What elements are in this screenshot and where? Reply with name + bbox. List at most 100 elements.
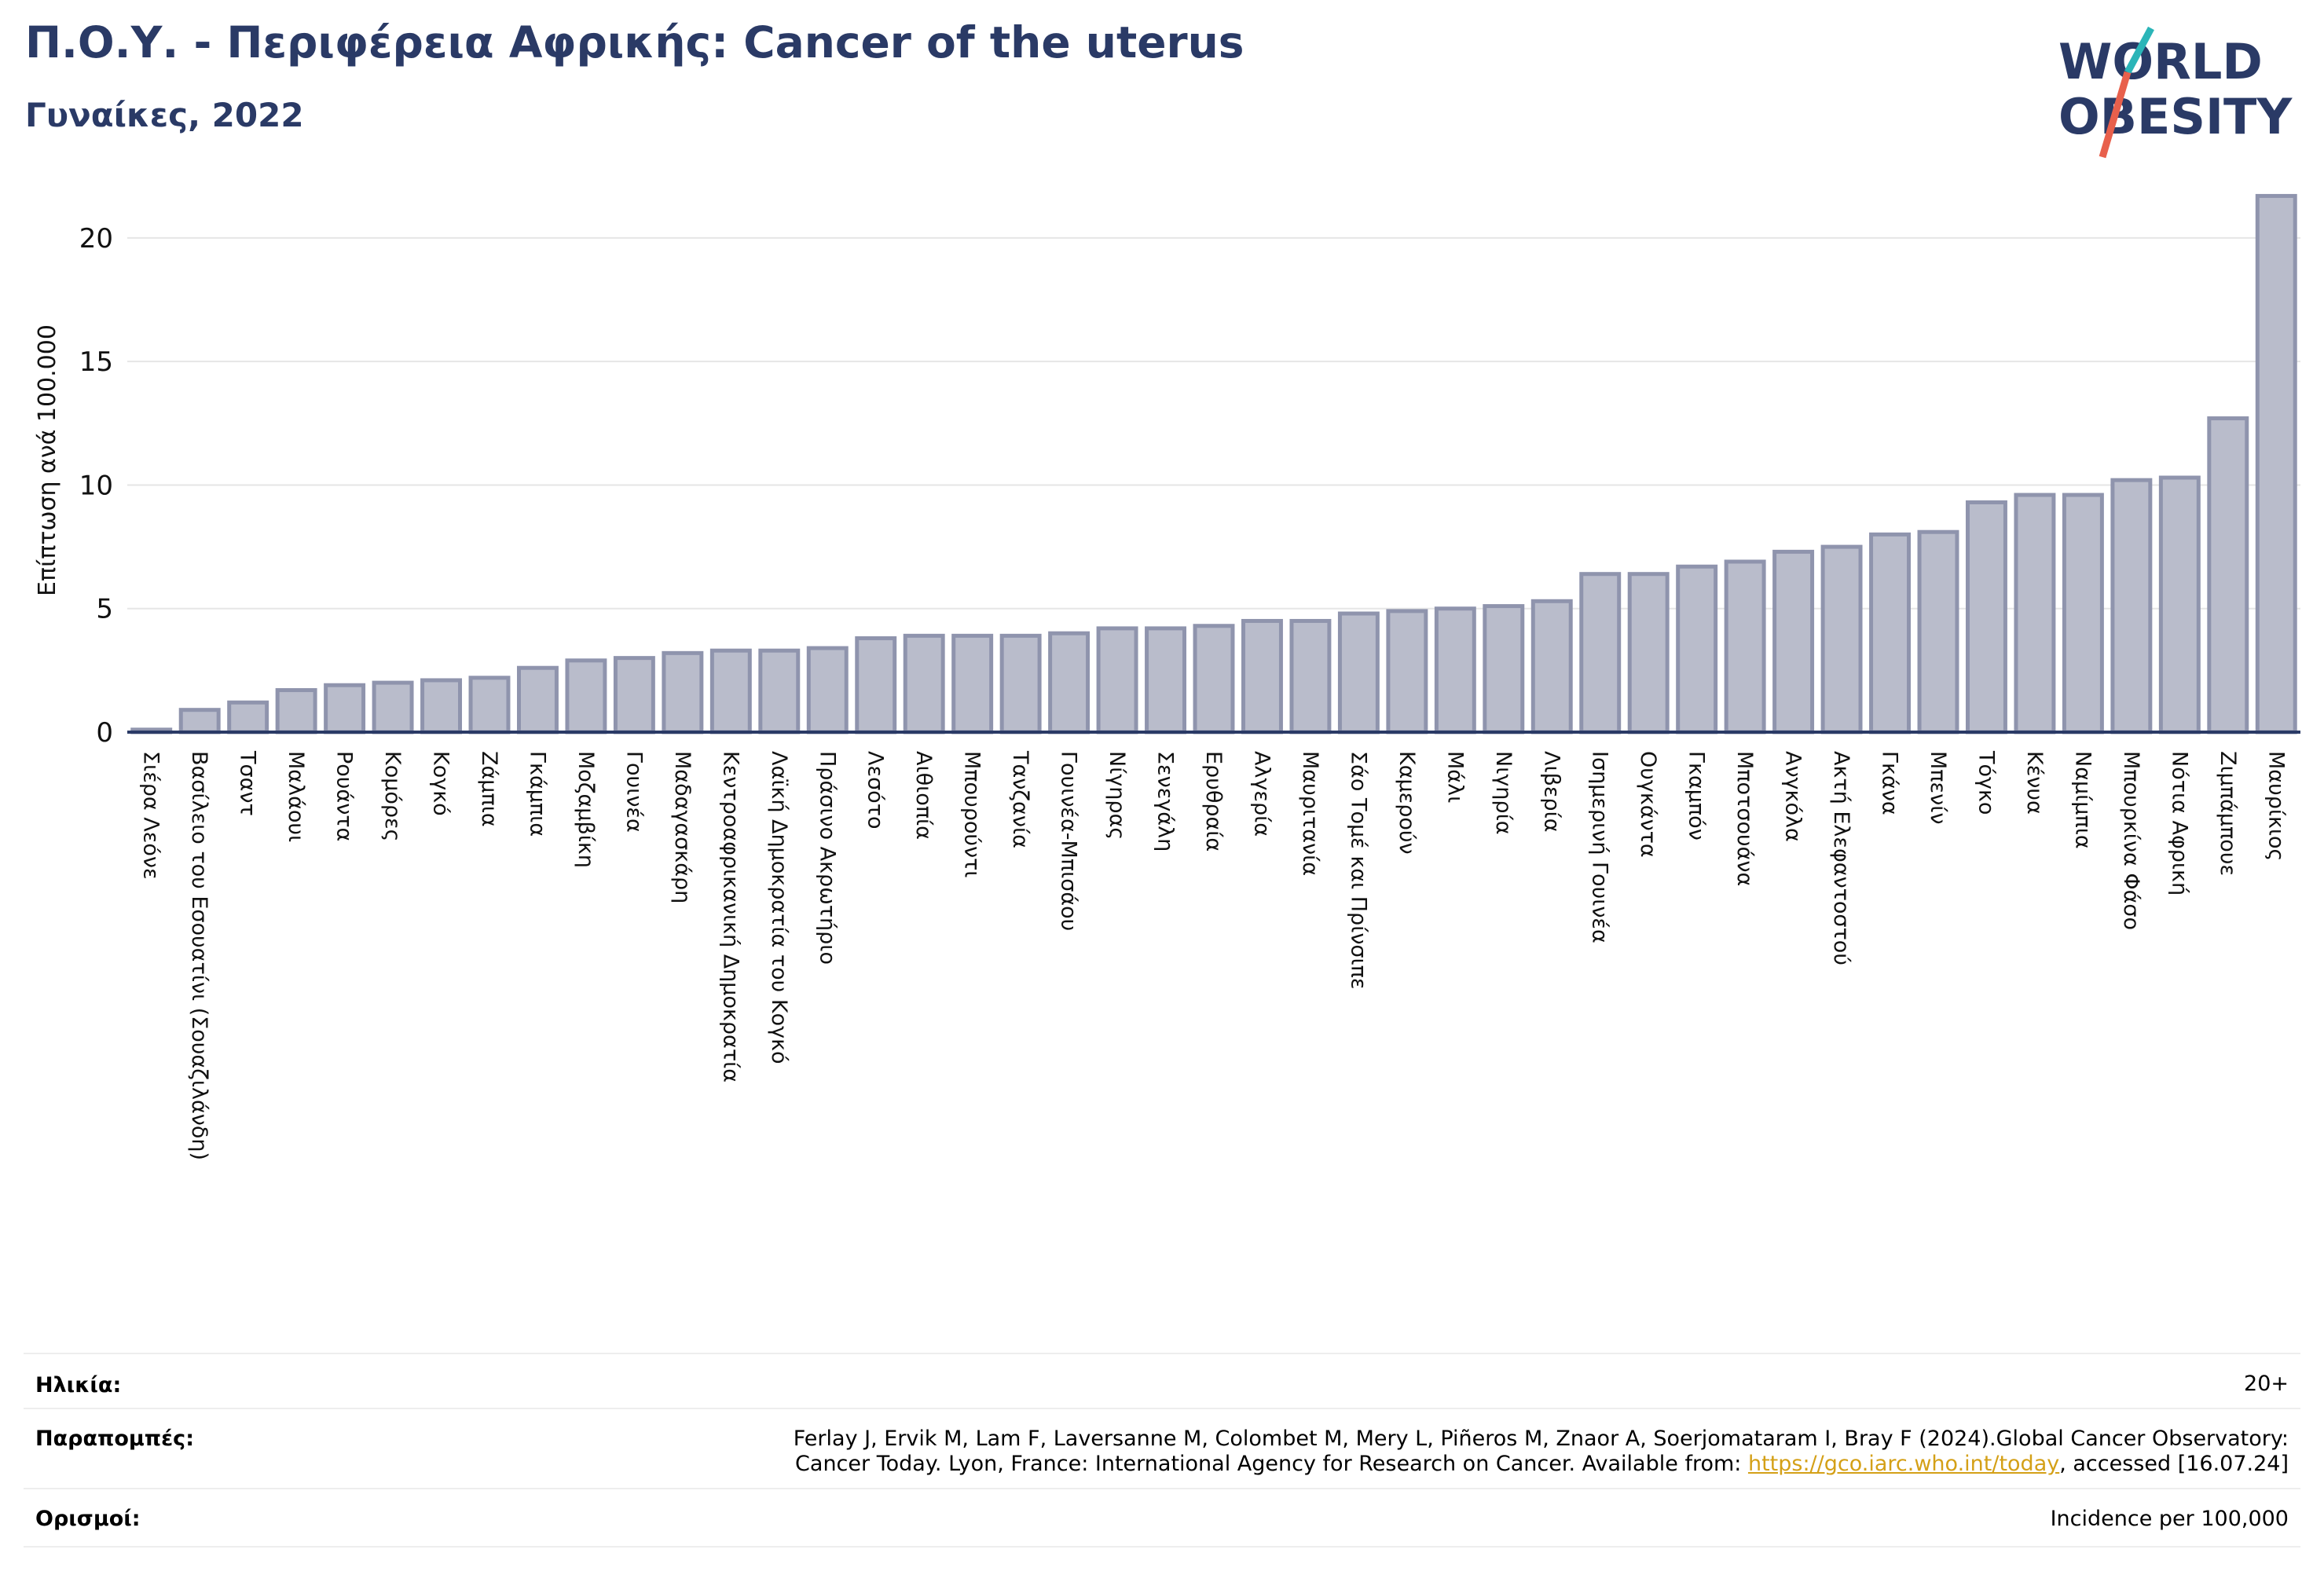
bar — [468, 676, 511, 734]
bar — [2110, 478, 2153, 734]
bar — [2014, 493, 2056, 734]
bar — [178, 708, 221, 734]
x-tick-label: Αιθιοπία — [911, 751, 936, 840]
bar — [227, 700, 269, 734]
bar — [1724, 559, 1766, 734]
bar — [1289, 618, 1332, 734]
bar — [662, 650, 704, 734]
bar — [999, 633, 1042, 734]
bar — [1676, 564, 1718, 734]
bar — [709, 648, 752, 734]
references-link[interactable]: https://gco.iarc.who.int/today — [1747, 1452, 2060, 1476]
x-tick-label: Γουινέα-Μπισάου — [1057, 751, 1081, 931]
bar — [855, 635, 897, 734]
x-tick-label: Μάλι — [1442, 751, 1467, 803]
y-tick-label: 20 — [79, 223, 113, 255]
x-tick-label: Νιγηρία — [1491, 751, 1516, 835]
y-tick-label: 0 — [96, 717, 113, 749]
x-tick-label: Σενεγάλη — [1153, 751, 1178, 852]
x-tick-label: Λαϊκή Δημοκρατία του Κογκό — [767, 751, 791, 1064]
x-tick-label: Κένυα — [2022, 751, 2047, 815]
bar — [1965, 500, 2007, 734]
x-tick-label: Μαλάουι — [284, 751, 308, 842]
x-tick-label: Ακτή Ελεφαντοστού — [1829, 751, 1853, 965]
x-tick-label: Σάο Τομέ και Πρίνσιπε — [1346, 751, 1370, 990]
x-tick-label: Νότια Αφρική — [2167, 751, 2191, 896]
x-tick-label: Αλγερία — [1249, 751, 1274, 837]
bar — [1096, 626, 1138, 734]
x-tick-label: Μποτσουάνα — [1732, 751, 1757, 886]
bar — [1048, 631, 1091, 734]
bar — [1627, 572, 1670, 734]
bar — [1241, 618, 1283, 734]
age-value: 20+ — [2244, 1372, 2289, 1396]
y-tick-label: 15 — [79, 346, 113, 378]
bar — [1917, 529, 1959, 734]
bar — [758, 648, 801, 734]
bar — [420, 678, 463, 734]
logo-slash-teal — [2124, 26, 2154, 75]
bar — [903, 633, 945, 734]
bar — [372, 680, 414, 734]
definitions-row: Ορισμοί: Incidence per 100,000 — [24, 1488, 2300, 1548]
bar — [275, 688, 317, 734]
x-tick-label: Ζάμπια — [477, 751, 501, 827]
bar — [1145, 626, 1187, 734]
bar — [1772, 549, 1815, 734]
x-tick-label: Μαυρίκιος — [2264, 751, 2288, 861]
y-tick-label: 10 — [79, 470, 113, 501]
x-tick-label: Σιέρα Λεόνε — [139, 751, 163, 880]
x-tick-label: Καμερούν — [1395, 751, 1419, 855]
x-tick-label: Βασίλειο του Εσουατίνι (Σουαζιλάνδη) — [187, 751, 211, 1160]
bar — [1869, 532, 1912, 734]
bar — [1386, 609, 1428, 734]
x-tick-label: Ερυθραία — [1201, 751, 1226, 852]
bar — [1579, 572, 1622, 734]
x-tick-label: Πράσινο Ακρωτήριο — [815, 751, 839, 965]
chart-subtitle: Γυναίκες, 2022 — [25, 96, 304, 134]
chart-title: Π.Ο.Υ. - Περιφέρεια Αφρικής: Cancer of t… — [25, 17, 1244, 68]
y-axis-label: Επίπτωση ανά 100.000 — [34, 324, 61, 596]
bar — [613, 656, 655, 734]
bar — [1820, 544, 1863, 734]
x-tick-label: Λεσότο — [863, 751, 888, 829]
bar — [565, 658, 607, 734]
x-tick-label: Κογκό — [429, 751, 453, 816]
x-tick-label: Τανζανία — [1008, 750, 1032, 848]
bar — [2158, 475, 2201, 734]
x-tick-label: Τόγκο — [1974, 750, 1998, 815]
x-tick-label: Κομόρες — [380, 751, 405, 842]
bar — [2062, 493, 2104, 734]
definitions-value: Incidence per 100,000 — [2050, 1507, 2289, 1531]
age-row: Ηλικία: 20+ — [24, 1353, 2300, 1409]
references-line2-post: , accessed [16.07.24] — [2059, 1452, 2289, 1476]
x-tick-label: Γκάμπια — [525, 751, 549, 837]
logo-slash-red — [2099, 71, 2132, 159]
bar — [2255, 193, 2297, 734]
logo-line1: WORLD — [2058, 33, 2263, 90]
x-tick-label: Γκαμπόν — [1684, 751, 1709, 841]
x-tick-label: Γκάνα — [1878, 751, 1902, 815]
bar — [1483, 604, 1525, 734]
bar — [1193, 624, 1235, 734]
x-tick-label: Ρουάντα — [332, 751, 357, 841]
references-row: Παραπομπές: Ferlay J, Ervik M, Lam F, La… — [24, 1408, 2300, 1489]
bar — [516, 665, 559, 734]
bar — [951, 633, 994, 734]
x-tick-label: Ουγκάντα — [1636, 751, 1660, 858]
x-tick-label: Μαυριτανία — [1298, 751, 1322, 876]
references-line2: Cancer Today. Lyon, France: Internationa… — [794, 1452, 2289, 1477]
x-tick-label: Μοζαμβίκη — [574, 751, 598, 868]
x-tick-label: Μπουρκίνα Φάσο — [2119, 751, 2143, 930]
bar — [2207, 416, 2249, 734]
x-tick-label: Γουινέα — [621, 751, 646, 833]
references-line1: Ferlay J, Ervik M, Lam F, Laversanne M, … — [793, 1427, 2289, 1451]
bar — [324, 683, 366, 734]
x-tick-label: Νίγηρας — [1105, 751, 1129, 840]
x-tick-label: Κεντροαφρικανική Δημοκρατία — [718, 751, 742, 1082]
x-tick-label: Ναμίμπια — [2070, 751, 2095, 849]
x-tick-label: Ανγκόλα — [1781, 751, 1805, 842]
x-tick-label: Μαδαγασκάρη — [670, 751, 695, 903]
x-tick-label: Μπενίν — [1926, 751, 1950, 824]
bar-chart: 0 5 10 15 20 Επίπτωση ανά 100.000 Σιέρα Λεόνε Β… — [34, 193, 2300, 1160]
